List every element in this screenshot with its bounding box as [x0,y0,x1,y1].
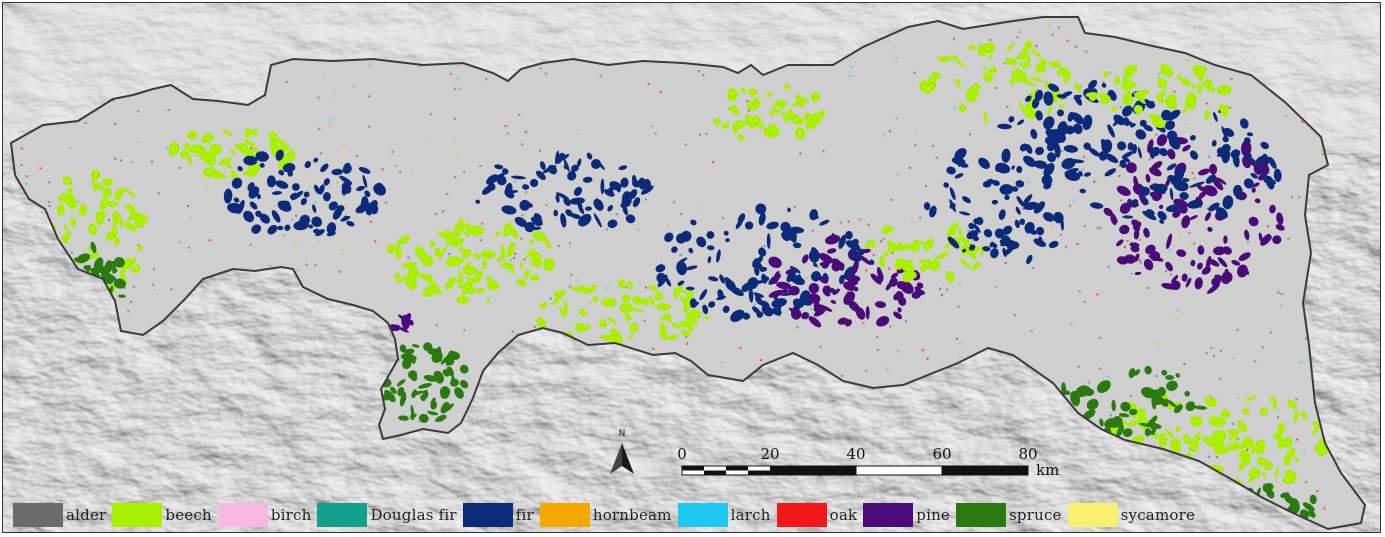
legend-label-beech: beech [165,506,212,524]
legend-item-douglas-fir: Douglas fir [317,503,457,527]
legend-swatch-birch [217,503,268,527]
legend-label-douglas-fir: Douglas fir [370,506,457,524]
legend-item-pine: pine [863,503,950,527]
scale-tick-40: 40 [846,445,865,463]
patch-beech [1085,64,1232,129]
legend-label-sycamore: sycamore [1120,506,1196,524]
patch-spruce [1032,365,1207,437]
legend-swatch-oak [776,503,827,527]
legend-swatch-alder [13,503,63,527]
scale-tick-0: 0 [677,445,687,463]
legend-label-spruce: spruce [1009,506,1062,524]
legend-item-sycamore: sycamore [1067,503,1196,527]
legend-label-pine: pine [916,506,951,524]
legend-label-fir: fir [515,506,534,524]
legend-item-birch: birch [217,503,312,527]
patch-beech [864,222,985,283]
north-arrow-icon-half [610,443,622,474]
north-arrow: N [610,429,634,474]
scale-tick-20: 20 [760,445,779,463]
legend-item-oak: oak [776,503,858,527]
scale-tick-80: 80 [1018,445,1037,463]
legend-label-larch: larch [730,506,771,524]
legend-label-alder: alder [66,506,107,524]
legend-swatch-beech [112,503,163,527]
legend-item-fir: fir [462,503,534,527]
patch-beech [386,217,555,304]
patch-fir [223,149,386,237]
patch-pine [768,234,926,328]
forest-species-map: N 0 20 40 60 80 km [3,3,1380,532]
patch-fir [923,143,1081,265]
scale-unit: km [1036,461,1059,479]
legend-item-beech: beech [112,503,212,527]
patch-beech [713,83,826,142]
north-arrow-label: N [619,429,626,439]
legend-item-hornbeam: hornbeam [539,503,672,527]
patch-beech [168,128,296,183]
legend-item-spruce: spruce [956,503,1062,527]
legend-label-hornbeam: hornbeam [592,506,672,524]
legend-swatch-larch [677,503,728,527]
scale-bar: 0 20 40 60 80 km [677,445,1059,479]
legend-item-larch: larch [677,503,771,527]
legend: alder beech birch Douglas fir fir hornbe… [13,501,1201,529]
legend-label-oak: oak [829,506,858,524]
patch-pine [1103,134,1285,294]
legend-swatch-douglas-fir [317,503,368,527]
patch-beech [536,279,710,346]
legend-label-birch: birch [270,506,312,524]
patch-fir [475,150,654,233]
north-arrow-icon [622,443,634,474]
legend-swatch-hornbeam [539,503,590,527]
scale-tick-60: 60 [932,445,951,463]
legend-swatch-spruce [956,503,1007,527]
legend-swatch-fir [462,503,513,527]
legend-swatch-sycamore [1067,503,1118,527]
legend-item-alder: alder [13,503,106,527]
legend-swatch-pine [863,503,914,527]
